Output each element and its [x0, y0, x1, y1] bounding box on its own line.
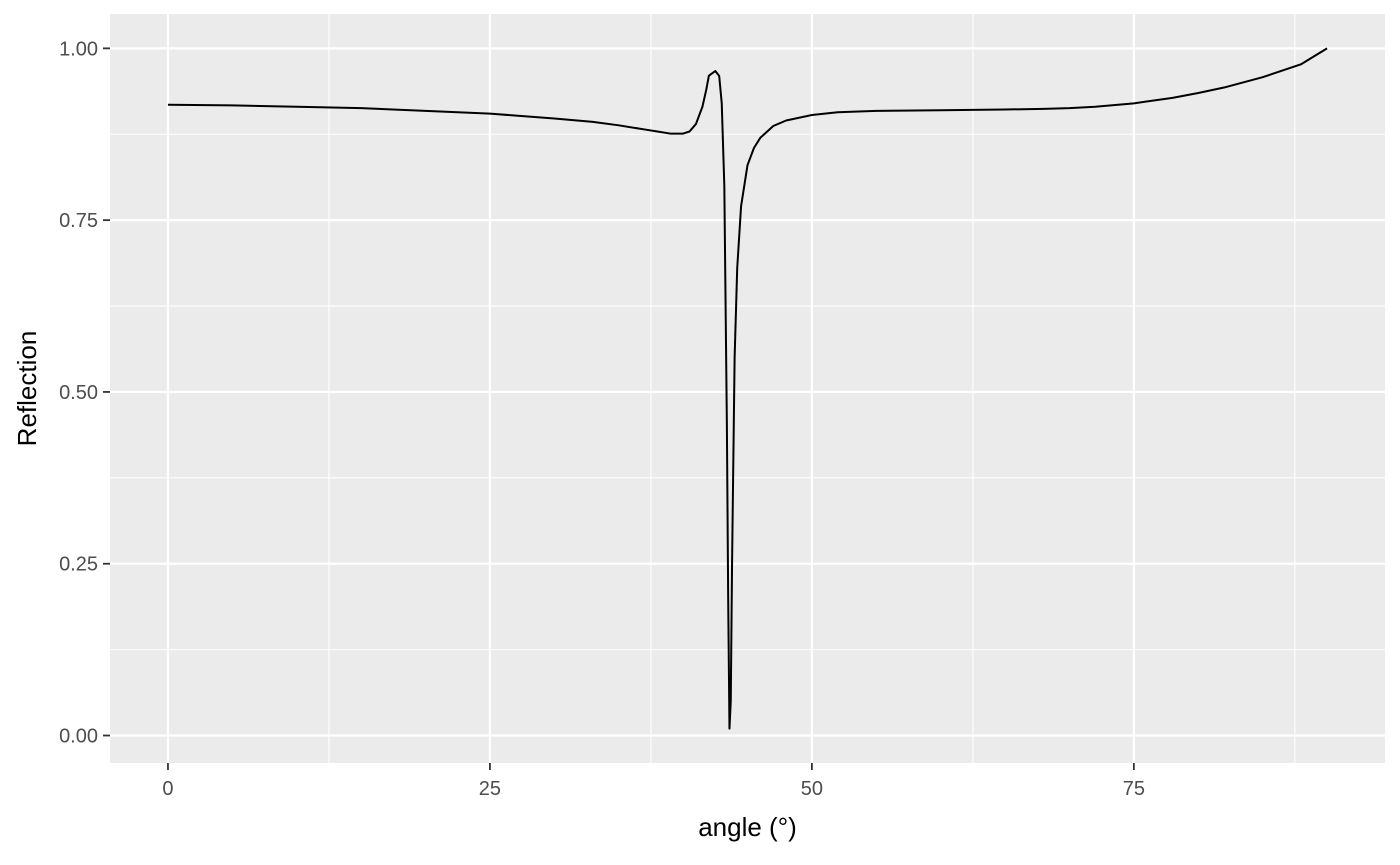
y-tick-label: 0.75: [59, 210, 98, 232]
x-axis: 0 25 50 75: [162, 763, 1145, 800]
series-layer: [167, 47, 1328, 730]
y-tick-label: 0.00: [59, 726, 98, 748]
x-tick-label: 75: [1123, 778, 1145, 800]
y-axis: 0.00 0.25 0.50 0.75 1.00: [59, 38, 110, 748]
y-tick-label: 0.25: [59, 554, 98, 576]
y-axis-title: Reflection: [12, 331, 42, 447]
x-axis-title: angle (°): [698, 812, 797, 842]
y-tick-label: 1.00: [59, 38, 98, 60]
y-tick-label: 0.50: [59, 382, 98, 404]
minor-gridlines: [110, 14, 1385, 763]
x-tick-label: 25: [479, 778, 501, 800]
series-line: [167, 47, 1328, 730]
x-tick-label: 0: [162, 778, 173, 800]
major-gridlines: [110, 14, 1385, 763]
x-tick-label: 50: [801, 778, 823, 800]
plot-panel: [110, 14, 1385, 763]
